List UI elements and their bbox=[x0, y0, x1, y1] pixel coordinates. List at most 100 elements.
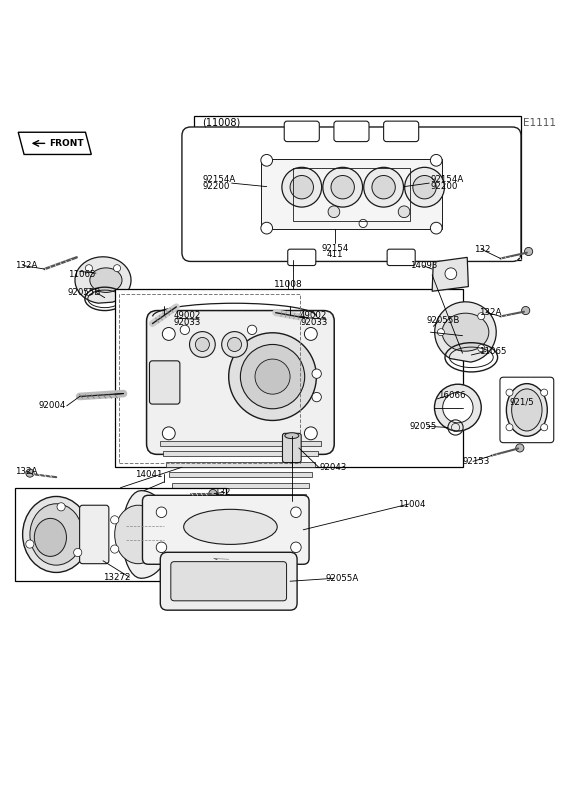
Polygon shape bbox=[435, 302, 496, 362]
Ellipse shape bbox=[512, 389, 542, 431]
FancyBboxPatch shape bbox=[149, 361, 180, 404]
Text: 11065: 11065 bbox=[68, 270, 96, 279]
Text: 92033: 92033 bbox=[300, 318, 328, 327]
Circle shape bbox=[86, 289, 93, 296]
Bar bbox=[160, 441, 321, 446]
Polygon shape bbox=[18, 132, 91, 154]
FancyBboxPatch shape bbox=[146, 310, 334, 454]
Circle shape bbox=[111, 516, 119, 524]
Circle shape bbox=[255, 359, 290, 394]
Bar bbox=[120, 294, 300, 462]
Circle shape bbox=[405, 167, 444, 207]
Bar bbox=[169, 473, 312, 477]
Circle shape bbox=[516, 444, 524, 452]
Text: 92153: 92153 bbox=[462, 457, 490, 466]
Circle shape bbox=[209, 490, 217, 498]
Circle shape bbox=[541, 424, 548, 431]
Text: 411: 411 bbox=[327, 250, 343, 259]
Circle shape bbox=[86, 265, 93, 272]
Circle shape bbox=[478, 345, 485, 352]
Text: 11008: 11008 bbox=[274, 280, 303, 289]
FancyBboxPatch shape bbox=[171, 562, 287, 601]
Text: 132: 132 bbox=[474, 245, 490, 254]
Circle shape bbox=[541, 389, 548, 396]
Circle shape bbox=[114, 265, 121, 272]
Circle shape bbox=[359, 219, 367, 227]
Text: 92033: 92033 bbox=[173, 318, 200, 327]
Text: 11004: 11004 bbox=[398, 499, 426, 509]
Circle shape bbox=[413, 175, 436, 199]
Circle shape bbox=[291, 542, 301, 553]
Text: 92154A: 92154A bbox=[202, 175, 236, 184]
Circle shape bbox=[261, 154, 272, 166]
Text: 49002: 49002 bbox=[300, 311, 328, 320]
Circle shape bbox=[398, 206, 410, 218]
Text: 92004: 92004 bbox=[39, 402, 66, 410]
FancyBboxPatch shape bbox=[80, 506, 109, 564]
Bar bbox=[15, 488, 226, 582]
Ellipse shape bbox=[183, 510, 277, 544]
Circle shape bbox=[506, 424, 513, 431]
FancyBboxPatch shape bbox=[161, 552, 297, 610]
Ellipse shape bbox=[115, 506, 162, 564]
Circle shape bbox=[189, 332, 215, 358]
Circle shape bbox=[304, 427, 317, 440]
Text: 132A: 132A bbox=[479, 308, 501, 317]
Circle shape bbox=[328, 206, 340, 218]
Circle shape bbox=[372, 175, 396, 199]
Circle shape bbox=[312, 369, 321, 378]
Text: E1111: E1111 bbox=[523, 118, 556, 128]
Bar bbox=[178, 504, 303, 509]
FancyBboxPatch shape bbox=[282, 434, 301, 462]
Circle shape bbox=[312, 393, 321, 402]
Circle shape bbox=[240, 345, 305, 409]
Circle shape bbox=[227, 338, 241, 351]
FancyBboxPatch shape bbox=[142, 495, 309, 564]
Text: 14041: 14041 bbox=[135, 470, 163, 478]
FancyBboxPatch shape bbox=[387, 249, 415, 266]
Circle shape bbox=[323, 167, 363, 207]
Circle shape bbox=[166, 545, 174, 553]
Bar bbox=[166, 462, 315, 466]
Circle shape bbox=[282, 167, 322, 207]
Bar bbox=[115, 289, 462, 467]
Circle shape bbox=[111, 545, 119, 553]
FancyBboxPatch shape bbox=[334, 121, 369, 142]
Circle shape bbox=[291, 507, 301, 518]
Text: 132A: 132A bbox=[15, 261, 38, 270]
Circle shape bbox=[162, 327, 175, 340]
Circle shape bbox=[26, 540, 34, 548]
Circle shape bbox=[434, 384, 481, 431]
Bar bbox=[193, 117, 521, 260]
Ellipse shape bbox=[23, 497, 90, 573]
Text: 14093: 14093 bbox=[410, 261, 437, 270]
Circle shape bbox=[304, 327, 317, 340]
Circle shape bbox=[522, 306, 530, 314]
Circle shape bbox=[156, 507, 167, 518]
Ellipse shape bbox=[35, 518, 66, 556]
FancyBboxPatch shape bbox=[288, 249, 316, 266]
FancyBboxPatch shape bbox=[284, 121, 319, 142]
Circle shape bbox=[437, 329, 444, 336]
Circle shape bbox=[247, 325, 257, 334]
Bar bbox=[293, 168, 410, 221]
Circle shape bbox=[261, 222, 272, 234]
Text: 11065: 11065 bbox=[479, 347, 506, 356]
Text: 92055B: 92055B bbox=[68, 288, 101, 297]
Polygon shape bbox=[122, 490, 171, 578]
Circle shape bbox=[364, 167, 404, 207]
Circle shape bbox=[162, 427, 175, 440]
Circle shape bbox=[74, 549, 82, 557]
Circle shape bbox=[290, 175, 314, 199]
Circle shape bbox=[166, 516, 174, 524]
Circle shape bbox=[180, 325, 189, 334]
Bar bbox=[172, 483, 309, 488]
Ellipse shape bbox=[506, 384, 547, 436]
Ellipse shape bbox=[30, 504, 83, 565]
Bar bbox=[175, 494, 306, 498]
Text: 92043: 92043 bbox=[319, 463, 347, 472]
Bar bbox=[163, 451, 318, 456]
Circle shape bbox=[524, 247, 533, 256]
Circle shape bbox=[506, 389, 513, 396]
Circle shape bbox=[331, 175, 355, 199]
